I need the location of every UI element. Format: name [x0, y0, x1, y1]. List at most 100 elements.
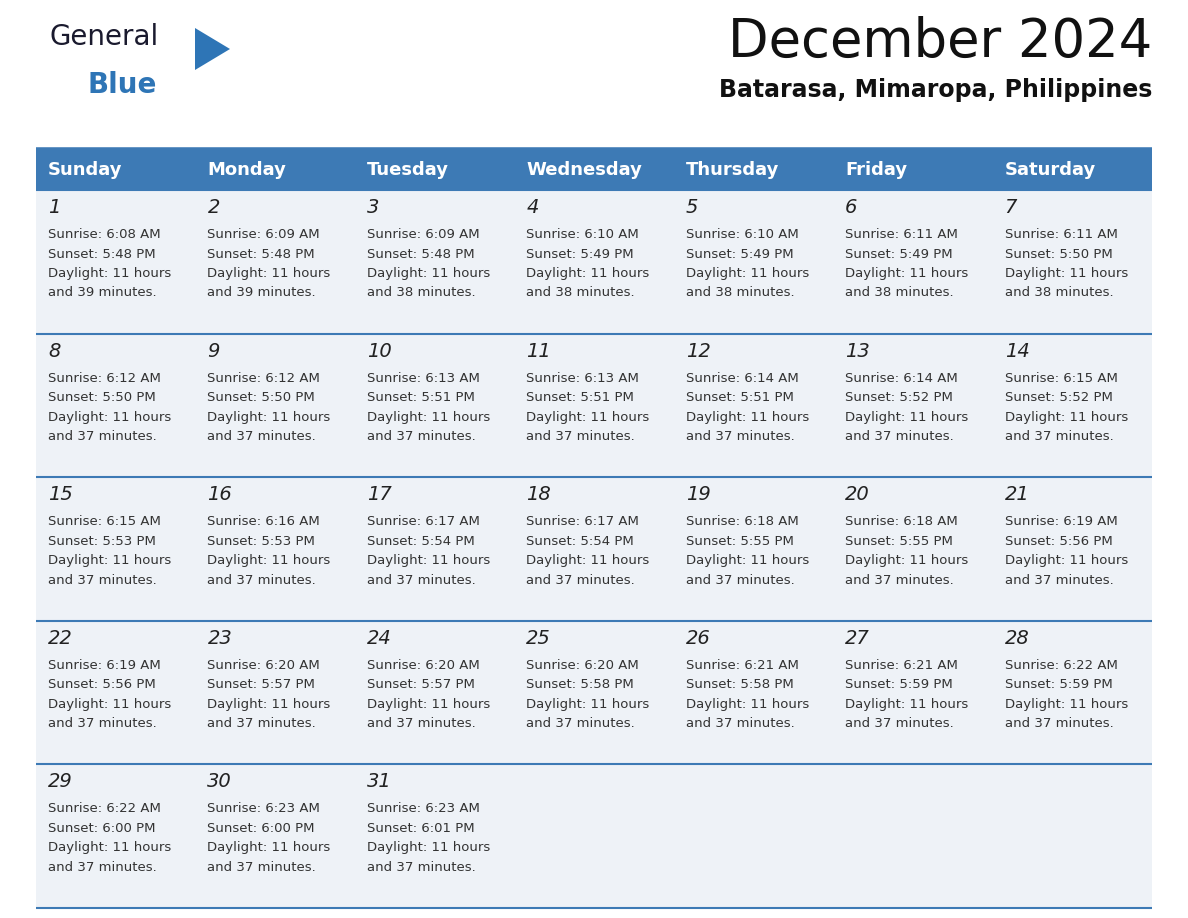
- Text: 14: 14: [1005, 341, 1029, 361]
- Text: Daylight: 11 hours: Daylight: 11 hours: [48, 698, 171, 711]
- Text: Sunrise: 6:09 AM: Sunrise: 6:09 AM: [208, 228, 320, 241]
- Text: Sunrise: 6:20 AM: Sunrise: 6:20 AM: [208, 659, 321, 672]
- Text: Sunrise: 6:22 AM: Sunrise: 6:22 AM: [48, 802, 160, 815]
- Text: Sunrise: 6:16 AM: Sunrise: 6:16 AM: [208, 515, 321, 528]
- Text: 28: 28: [1005, 629, 1029, 648]
- Bar: [992, 621, 1152, 765]
- Text: and 37 minutes.: and 37 minutes.: [845, 574, 954, 587]
- Text: Sunrise: 6:21 AM: Sunrise: 6:21 AM: [685, 659, 798, 672]
- Text: Sunrise: 6:11 AM: Sunrise: 6:11 AM: [1005, 228, 1118, 241]
- Text: Sunrise: 6:20 AM: Sunrise: 6:20 AM: [526, 659, 639, 672]
- Text: 16: 16: [208, 486, 232, 504]
- Text: and 38 minutes.: and 38 minutes.: [845, 286, 954, 299]
- Text: Sunset: 5:59 PM: Sunset: 5:59 PM: [845, 678, 953, 691]
- Text: and 37 minutes.: and 37 minutes.: [208, 861, 316, 874]
- Text: 19: 19: [685, 486, 710, 504]
- Text: 21: 21: [1005, 486, 1029, 504]
- Text: Daylight: 11 hours: Daylight: 11 hours: [367, 554, 491, 567]
- Bar: [36, 150, 196, 190]
- Text: Sunrise: 6:18 AM: Sunrise: 6:18 AM: [685, 515, 798, 528]
- Text: Sunset: 5:50 PM: Sunset: 5:50 PM: [208, 391, 315, 404]
- Text: Sunrise: 6:20 AM: Sunrise: 6:20 AM: [367, 659, 480, 672]
- Bar: [674, 150, 833, 190]
- Text: Daylight: 11 hours: Daylight: 11 hours: [48, 410, 171, 423]
- Text: Sunset: 5:55 PM: Sunset: 5:55 PM: [685, 534, 794, 548]
- Bar: [833, 765, 992, 908]
- Bar: [833, 190, 992, 333]
- Text: Daylight: 11 hours: Daylight: 11 hours: [845, 698, 968, 711]
- Text: Daylight: 11 hours: Daylight: 11 hours: [208, 698, 330, 711]
- Text: Sunset: 5:58 PM: Sunset: 5:58 PM: [526, 678, 634, 691]
- Text: and 37 minutes.: and 37 minutes.: [48, 717, 157, 731]
- Text: Daylight: 11 hours: Daylight: 11 hours: [48, 842, 171, 855]
- Text: Daylight: 11 hours: Daylight: 11 hours: [1005, 554, 1127, 567]
- Text: Daylight: 11 hours: Daylight: 11 hours: [685, 410, 809, 423]
- Text: Daylight: 11 hours: Daylight: 11 hours: [526, 554, 650, 567]
- Text: Daylight: 11 hours: Daylight: 11 hours: [367, 410, 491, 423]
- Text: Daylight: 11 hours: Daylight: 11 hours: [685, 554, 809, 567]
- Text: Daylight: 11 hours: Daylight: 11 hours: [1005, 698, 1127, 711]
- Text: Batarasa, Mimaropa, Philippines: Batarasa, Mimaropa, Philippines: [719, 78, 1152, 102]
- Text: Sunrise: 6:09 AM: Sunrise: 6:09 AM: [367, 228, 480, 241]
- Text: Daylight: 11 hours: Daylight: 11 hours: [526, 698, 650, 711]
- Text: Sunrise: 6:21 AM: Sunrise: 6:21 AM: [845, 659, 958, 672]
- Text: Sunrise: 6:14 AM: Sunrise: 6:14 AM: [685, 372, 798, 385]
- Text: and 37 minutes.: and 37 minutes.: [845, 717, 954, 731]
- Bar: [36, 190, 196, 333]
- Text: and 39 minutes.: and 39 minutes.: [48, 286, 157, 299]
- Text: Daylight: 11 hours: Daylight: 11 hours: [208, 554, 330, 567]
- Text: and 37 minutes.: and 37 minutes.: [1005, 431, 1113, 443]
- Bar: [514, 765, 674, 908]
- Bar: [196, 765, 355, 908]
- Text: 7: 7: [1005, 198, 1017, 217]
- Bar: [833, 333, 992, 477]
- Text: Sunset: 5:56 PM: Sunset: 5:56 PM: [1005, 534, 1112, 548]
- Text: and 38 minutes.: and 38 minutes.: [1005, 286, 1113, 299]
- Text: Daylight: 11 hours: Daylight: 11 hours: [367, 698, 491, 711]
- Text: Sunset: 5:52 PM: Sunset: 5:52 PM: [845, 391, 953, 404]
- Text: and 37 minutes.: and 37 minutes.: [48, 431, 157, 443]
- Text: Sunrise: 6:17 AM: Sunrise: 6:17 AM: [526, 515, 639, 528]
- Text: 6: 6: [845, 198, 858, 217]
- Text: 12: 12: [685, 341, 710, 361]
- Bar: [833, 150, 992, 190]
- Bar: [196, 477, 355, 621]
- Text: Daylight: 11 hours: Daylight: 11 hours: [48, 554, 171, 567]
- Text: 30: 30: [208, 772, 232, 791]
- Text: and 38 minutes.: and 38 minutes.: [685, 286, 795, 299]
- Text: Sunset: 5:48 PM: Sunset: 5:48 PM: [367, 248, 474, 261]
- Text: 11: 11: [526, 341, 551, 361]
- Bar: [355, 333, 514, 477]
- Text: Sunrise: 6:08 AM: Sunrise: 6:08 AM: [48, 228, 160, 241]
- Text: Sunrise: 6:13 AM: Sunrise: 6:13 AM: [367, 372, 480, 385]
- Text: 25: 25: [526, 629, 551, 648]
- Polygon shape: [195, 28, 230, 70]
- Text: Sunrise: 6:10 AM: Sunrise: 6:10 AM: [526, 228, 639, 241]
- Text: and 37 minutes.: and 37 minutes.: [526, 717, 636, 731]
- Text: 10: 10: [367, 341, 392, 361]
- Text: Thursday: Thursday: [685, 161, 779, 179]
- Text: Sunday: Sunday: [48, 161, 122, 179]
- Bar: [992, 150, 1152, 190]
- Bar: [992, 477, 1152, 621]
- Text: Sunrise: 6:18 AM: Sunrise: 6:18 AM: [845, 515, 958, 528]
- Text: Daylight: 11 hours: Daylight: 11 hours: [526, 267, 650, 280]
- Text: 9: 9: [208, 341, 220, 361]
- Bar: [355, 765, 514, 908]
- Bar: [196, 333, 355, 477]
- Text: Daylight: 11 hours: Daylight: 11 hours: [845, 554, 968, 567]
- Text: and 37 minutes.: and 37 minutes.: [48, 574, 157, 587]
- Bar: [514, 621, 674, 765]
- Bar: [674, 477, 833, 621]
- Text: Sunset: 5:48 PM: Sunset: 5:48 PM: [48, 248, 156, 261]
- Text: Sunset: 5:59 PM: Sunset: 5:59 PM: [1005, 678, 1112, 691]
- Text: Sunset: 6:00 PM: Sunset: 6:00 PM: [208, 822, 315, 834]
- Text: 13: 13: [845, 341, 870, 361]
- Text: 5: 5: [685, 198, 699, 217]
- Text: Tuesday: Tuesday: [367, 161, 449, 179]
- Text: and 37 minutes.: and 37 minutes.: [685, 717, 795, 731]
- Bar: [196, 150, 355, 190]
- Text: Daylight: 11 hours: Daylight: 11 hours: [367, 842, 491, 855]
- Text: Daylight: 11 hours: Daylight: 11 hours: [1005, 410, 1127, 423]
- Bar: [196, 190, 355, 333]
